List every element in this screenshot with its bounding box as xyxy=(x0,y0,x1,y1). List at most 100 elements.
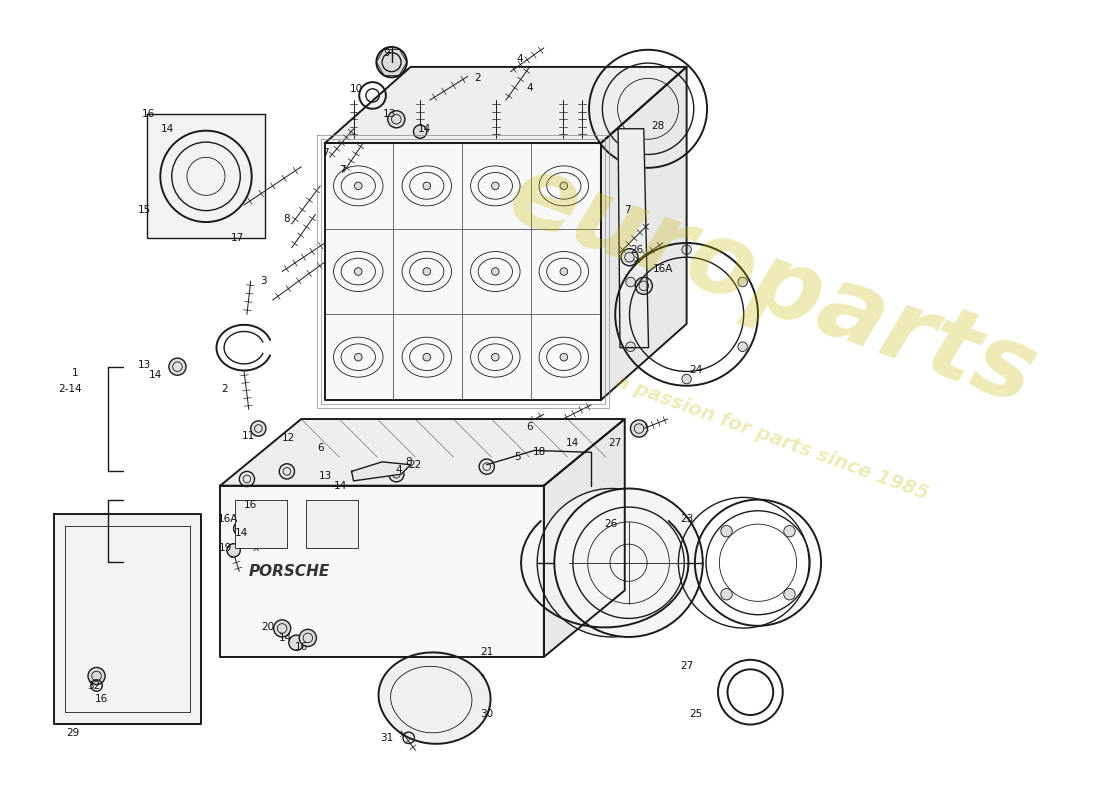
Text: 2: 2 xyxy=(474,74,481,83)
Text: 7: 7 xyxy=(321,147,328,158)
Circle shape xyxy=(331,464,346,479)
Circle shape xyxy=(414,125,427,138)
Text: 14: 14 xyxy=(162,124,175,134)
Text: 13: 13 xyxy=(318,471,331,481)
Text: 22: 22 xyxy=(409,460,422,470)
Circle shape xyxy=(554,489,703,637)
Text: 14: 14 xyxy=(333,481,346,490)
Circle shape xyxy=(424,268,430,275)
Text: 3: 3 xyxy=(260,276,266,286)
Text: 5: 5 xyxy=(514,452,520,462)
Circle shape xyxy=(560,182,568,190)
Circle shape xyxy=(492,268,499,275)
Text: 14: 14 xyxy=(148,370,162,380)
Circle shape xyxy=(720,526,733,537)
Polygon shape xyxy=(352,462,410,481)
Circle shape xyxy=(626,278,636,286)
Text: 12: 12 xyxy=(283,433,296,443)
Text: 25: 25 xyxy=(690,709,703,719)
Text: 2: 2 xyxy=(222,383,229,394)
Circle shape xyxy=(738,278,747,286)
Text: 31: 31 xyxy=(381,733,394,743)
Polygon shape xyxy=(54,514,201,723)
Text: 17: 17 xyxy=(231,234,244,243)
Circle shape xyxy=(240,471,254,486)
Text: 14: 14 xyxy=(234,528,248,538)
Circle shape xyxy=(630,420,648,437)
Circle shape xyxy=(354,354,362,361)
Text: 1: 1 xyxy=(73,368,79,378)
Text: 7: 7 xyxy=(339,165,345,174)
Circle shape xyxy=(88,667,106,685)
Text: 26: 26 xyxy=(604,518,617,529)
Text: 30: 30 xyxy=(481,709,493,719)
Circle shape xyxy=(251,421,266,436)
Text: 20: 20 xyxy=(262,622,274,631)
Text: a passion for parts since 1985: a passion for parts since 1985 xyxy=(613,373,932,504)
Circle shape xyxy=(492,182,499,190)
Text: 19: 19 xyxy=(219,542,232,553)
Text: 21: 21 xyxy=(480,647,494,657)
Text: 6: 6 xyxy=(526,422,532,432)
Circle shape xyxy=(556,450,571,465)
Circle shape xyxy=(388,466,404,482)
Text: 26: 26 xyxy=(630,245,644,254)
Circle shape xyxy=(279,464,295,479)
Text: 14: 14 xyxy=(278,633,292,643)
Text: 11: 11 xyxy=(242,431,255,441)
Polygon shape xyxy=(543,419,625,657)
Circle shape xyxy=(354,182,362,190)
Circle shape xyxy=(620,249,638,266)
Polygon shape xyxy=(220,419,625,486)
Text: 18: 18 xyxy=(532,447,546,458)
Text: 23: 23 xyxy=(680,514,693,524)
Polygon shape xyxy=(147,114,265,238)
Circle shape xyxy=(682,374,692,384)
Text: 4: 4 xyxy=(517,54,524,64)
Text: 13: 13 xyxy=(383,110,396,119)
Text: 27: 27 xyxy=(608,438,622,448)
Text: 27: 27 xyxy=(680,662,693,671)
Polygon shape xyxy=(618,129,649,348)
Circle shape xyxy=(784,589,795,600)
Text: 15: 15 xyxy=(138,205,151,214)
Text: 32: 32 xyxy=(87,681,100,690)
Circle shape xyxy=(376,47,407,78)
Circle shape xyxy=(424,182,430,190)
Circle shape xyxy=(682,245,692,254)
Circle shape xyxy=(289,635,304,650)
Text: PORSCHE: PORSCHE xyxy=(249,564,330,579)
Circle shape xyxy=(299,630,317,646)
Circle shape xyxy=(227,544,240,557)
Text: 28: 28 xyxy=(651,121,664,131)
Circle shape xyxy=(354,268,362,275)
Circle shape xyxy=(492,354,499,361)
Circle shape xyxy=(274,620,290,637)
Text: 13: 13 xyxy=(138,360,151,370)
Text: 9: 9 xyxy=(384,48,390,58)
Bar xyxy=(306,500,359,547)
Text: 16: 16 xyxy=(244,500,257,510)
Circle shape xyxy=(720,589,733,600)
Text: 4: 4 xyxy=(526,83,532,93)
Text: 16A: 16A xyxy=(652,264,673,274)
Text: 16A: 16A xyxy=(218,514,238,524)
Text: 2-14: 2-14 xyxy=(58,383,81,394)
Polygon shape xyxy=(324,67,686,143)
Text: 6: 6 xyxy=(317,442,323,453)
Circle shape xyxy=(480,459,494,474)
Circle shape xyxy=(403,466,418,482)
Text: 14: 14 xyxy=(565,438,579,448)
Text: 16: 16 xyxy=(142,110,155,119)
Text: 16: 16 xyxy=(295,642,308,653)
Circle shape xyxy=(424,354,430,361)
Text: 7: 7 xyxy=(625,205,631,214)
Text: europarts: europarts xyxy=(496,146,1048,426)
Polygon shape xyxy=(324,143,601,400)
Text: 4: 4 xyxy=(396,466,403,475)
Circle shape xyxy=(388,110,405,128)
Circle shape xyxy=(626,342,636,351)
Circle shape xyxy=(537,489,685,637)
Polygon shape xyxy=(220,486,543,657)
Text: 8: 8 xyxy=(284,214,290,224)
